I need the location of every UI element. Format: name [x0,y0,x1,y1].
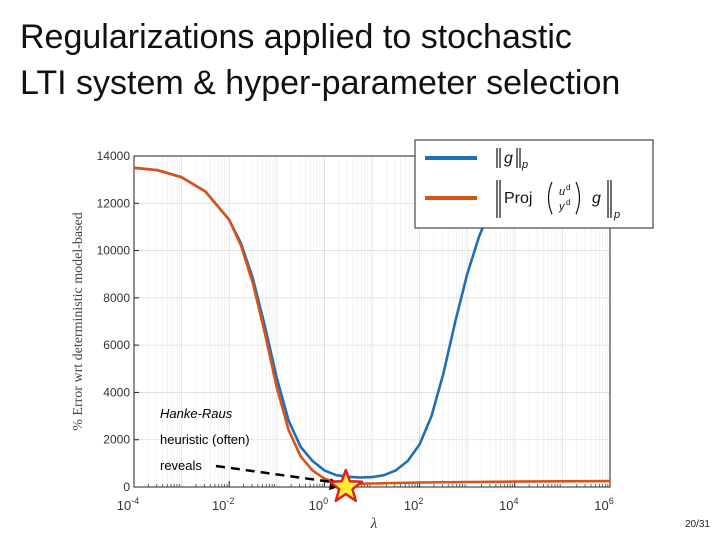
legend-proj-sub: p [613,209,620,221]
y-tick-label: 0 [123,480,130,494]
y-axis-label: % Error wrt deterministic model-based [71,212,86,430]
legend-box [414,139,654,229]
y-tick-label: 12000 [97,196,131,210]
axes-box [133,155,611,488]
page-number: 20/31 [684,519,710,530]
legend-label-2: Proj u d y d g p [496,180,620,221]
title-line-1: Regularizations applied to stochastic [20,18,572,56]
legend-proj-bottom-sup: d [566,198,570,207]
annotation-line-2: heuristic (often) [160,432,250,447]
legend-proj-op: Proj [504,190,532,207]
y-tick-label: 6000 [103,338,130,352]
y-tick-label: 10000 [97,244,131,258]
y-tick-label: 4000 [103,385,130,399]
legend-proj-top: u [559,186,565,198]
legend-norm-var: g [504,150,513,167]
series-line-2 [133,166,611,486]
x-tick-label: 106 [594,496,613,513]
x-tick-label: 10-4 [117,496,139,513]
legend-label-1: g p [496,148,528,171]
star-marker [328,468,364,503]
y-ticks: 0 2000 4000 6000 8000 10000 12000 14000 [97,149,139,494]
annotation-arrow [215,464,332,484]
x-tick-label: 102 [404,496,423,513]
y-tick-label: 8000 [103,291,130,305]
legend-norm-sub: p [521,159,528,171]
annotation-line-3: reveals [160,458,202,473]
x-tick-label: 10-2 [212,496,234,513]
x-tick-label: 104 [499,496,518,513]
y-tick-label: 2000 [103,433,130,447]
y-tick-label: 14000 [97,149,131,163]
slide-title: Regularizations applied to stochastic LT… [20,14,710,106]
legend-proj-var: g [592,190,601,207]
x-axis-label: λ [370,516,378,532]
legend-proj-bottom: y [558,201,566,213]
x-tick-label: 100 [309,496,328,513]
legend-proj-top-sup: d [566,183,570,192]
title-line-2: LTI system & hyper-parameter selection [20,64,621,102]
x-ticks: 10-4 10-2 100 102 104 106 [117,481,614,513]
annotation-line-1: Hanke-Raus [160,406,233,421]
annotation: Hanke-Raus heuristic (often) reveals [160,406,364,503]
legend: g p Proj u d y d g p [414,139,654,229]
